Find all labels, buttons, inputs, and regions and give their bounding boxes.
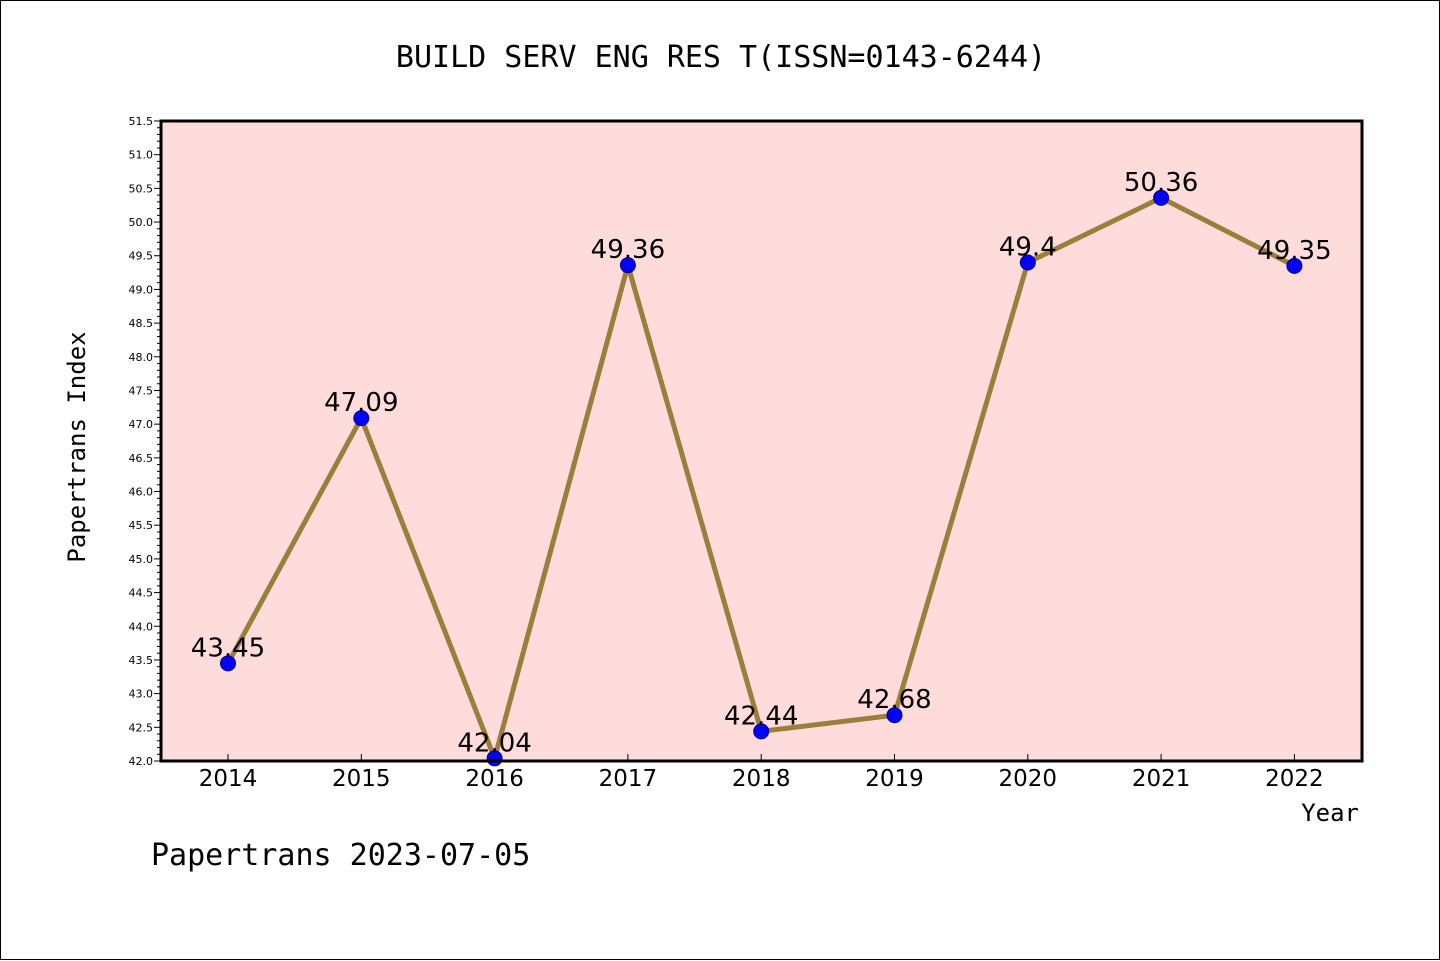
data-point xyxy=(886,707,903,724)
y-tick-label: 46.5 xyxy=(129,452,154,465)
y-tick-label: 45.5 xyxy=(129,519,154,532)
series-group xyxy=(220,189,1303,767)
chart-title: BUILD SERV ENG RES T(ISSN=0143-6244) xyxy=(396,40,1046,75)
y-axis-ticks: 42.0 42.5 43.0 43.5 44.0 44.5 45.0 45.5 46.0 46.5… xyxy=(129,115,161,768)
x-tick-label: 2019 xyxy=(865,766,924,792)
y-tick-label: 49.0 xyxy=(129,283,154,296)
y-tick-label: 47.5 xyxy=(129,384,154,397)
y-tick-label: 44.0 xyxy=(129,620,154,633)
y-tick-label: 50.5 xyxy=(129,182,154,195)
plot-border xyxy=(159,119,1364,763)
y-tick-label: 45.0 xyxy=(129,553,154,566)
plot-area xyxy=(161,121,1362,761)
y-axis-label: Papertrans Index xyxy=(63,331,91,562)
y-tick-label: 51.5 xyxy=(129,115,154,128)
x-tick-label: 2016 xyxy=(465,766,524,792)
data-labels-group: 43.45 47.09 42.04 49.36 42.44 42.68 49.4 50.36 4… xyxy=(191,168,1332,759)
data-label: 49.35 xyxy=(1257,236,1331,266)
x-tick-label: 2018 xyxy=(732,766,791,792)
x-tick-label: 2020 xyxy=(999,766,1058,792)
y-tick-label: 49.5 xyxy=(129,250,154,263)
data-label: 49.36 xyxy=(591,235,665,265)
data-label: 49.4 xyxy=(999,232,1057,262)
y-tick-label: 42.0 xyxy=(129,755,154,768)
y-tick-label: 43.5 xyxy=(129,654,154,667)
data-label: 42.68 xyxy=(857,685,931,715)
data-label: 42.44 xyxy=(724,701,798,731)
y-tick-label: 44.5 xyxy=(129,587,154,600)
x-tick-label: 2015 xyxy=(332,766,391,792)
x-axis-ticks: 2014 2015 2016 2017 2018 2019 2020 2021 2022 xyxy=(199,754,1324,792)
x-tick-label: 2022 xyxy=(1265,766,1324,792)
x-tick-label: 2014 xyxy=(199,766,258,792)
x-axis-label: Year xyxy=(1301,799,1359,827)
data-point xyxy=(753,723,770,740)
data-point xyxy=(1153,189,1170,206)
y-tick-label: 51.0 xyxy=(129,149,154,162)
y-tick-label: 46.0 xyxy=(129,486,154,499)
data-label: 42.04 xyxy=(457,728,531,758)
y-tick-label: 48.5 xyxy=(129,317,154,330)
y-tick-label: 43.0 xyxy=(129,688,154,701)
y-tick-label: 47.0 xyxy=(129,418,154,431)
data-point xyxy=(1019,254,1036,271)
x-tick-label: 2017 xyxy=(599,766,658,792)
data-point xyxy=(619,257,636,274)
y-tick-label: 42.5 xyxy=(129,721,154,734)
data-label: 47.09 xyxy=(324,388,398,418)
data-point xyxy=(353,410,370,427)
data-point xyxy=(1286,257,1303,274)
footer-text: Papertrans 2023-07-05 xyxy=(151,838,530,873)
data-label: 50.36 xyxy=(1124,168,1198,198)
y-tick-label: 48.0 xyxy=(129,351,154,364)
y-tick-label: 50.0 xyxy=(129,216,154,229)
data-point xyxy=(220,655,236,672)
data-label: 43.45 xyxy=(191,633,265,663)
x-tick-label: 2021 xyxy=(1132,766,1191,792)
